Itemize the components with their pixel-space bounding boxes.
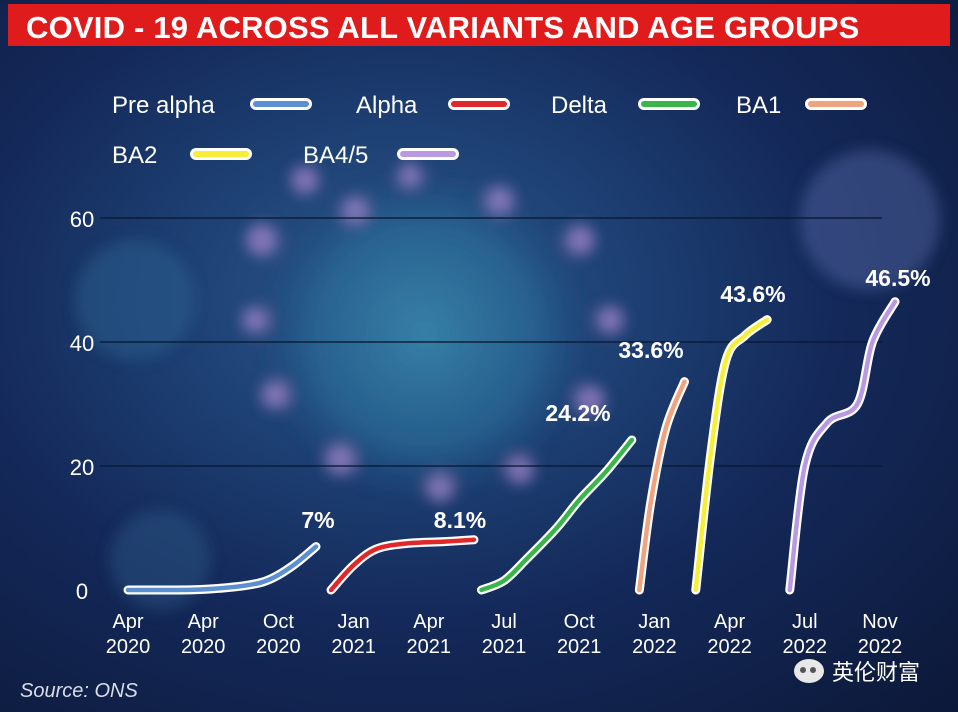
x-tick-label: Jul	[792, 611, 818, 633]
chart-title: COVID - 19 ACROSS ALL VARIANTS AND AGE G…	[26, 10, 860, 45]
legend-label: BA2	[112, 142, 157, 169]
legend-label: BA4/5	[303, 142, 368, 169]
series-outline	[691, 315, 772, 595]
data-label: 7%	[301, 507, 334, 533]
y-tick-label: 40	[70, 331, 94, 356]
data-label: 43.6%	[720, 281, 785, 307]
x-tick-label: 2020	[181, 636, 226, 658]
series-line	[787, 299, 898, 593]
x-tick-label: 2021	[407, 636, 452, 658]
x-tick-label: Jan	[337, 611, 369, 633]
series-outline	[476, 435, 637, 595]
x-tick-label: 2020	[106, 636, 151, 658]
series-outline	[634, 377, 689, 595]
x-tick-label: 2022	[783, 636, 828, 658]
source-note: Source: ONS	[20, 680, 138, 702]
x-tick-label: Apr	[188, 611, 219, 633]
x-tick-label: 2020	[256, 636, 301, 658]
x-tick-label: Jan	[638, 611, 670, 633]
x-tick-label: Jul	[491, 611, 517, 633]
title-bar: COVID - 19 ACROSS ALL VARIANTS AND AGE G…	[8, 4, 950, 46]
x-tick-label: Nov	[862, 611, 898, 633]
x-tick-label: Oct	[263, 611, 295, 633]
series-line	[479, 437, 635, 593]
x-tick-label: 2022	[632, 636, 677, 658]
legend-label: BA1	[736, 92, 781, 119]
series-line	[637, 379, 687, 593]
data-label: 8.1%	[434, 507, 486, 533]
series-line	[693, 317, 770, 593]
y-tick-label: 0	[76, 579, 88, 604]
x-tick-label: 2021	[331, 636, 376, 658]
x-tick-label: 2021	[482, 636, 527, 658]
x-tick-label: Apr	[413, 611, 444, 633]
wechat-icon	[794, 659, 824, 683]
x-tick-label: Apr	[714, 611, 745, 633]
series-line	[125, 544, 319, 593]
series-line	[328, 537, 477, 593]
x-tick-label: Apr	[112, 611, 143, 633]
x-tick-label: Oct	[564, 611, 596, 633]
y-tick-label: 20	[70, 455, 94, 480]
x-tick-label: 2022	[707, 636, 752, 658]
watermark-text: 英伦财富	[832, 660, 921, 685]
watermark: 英伦财富	[794, 655, 920, 687]
series-outline	[785, 297, 900, 595]
data-label: 46.5%	[865, 265, 930, 291]
legend-label: Alpha	[356, 92, 418, 119]
data-label: 33.6%	[618, 337, 683, 363]
x-tick-label: 2021	[557, 636, 602, 658]
legend-label: Pre alpha	[112, 92, 215, 119]
data-label: 24.2%	[545, 400, 610, 426]
legend-label: Delta	[551, 92, 608, 119]
y-tick-label: 60	[70, 207, 94, 232]
x-tick-label: 2022	[858, 636, 903, 658]
